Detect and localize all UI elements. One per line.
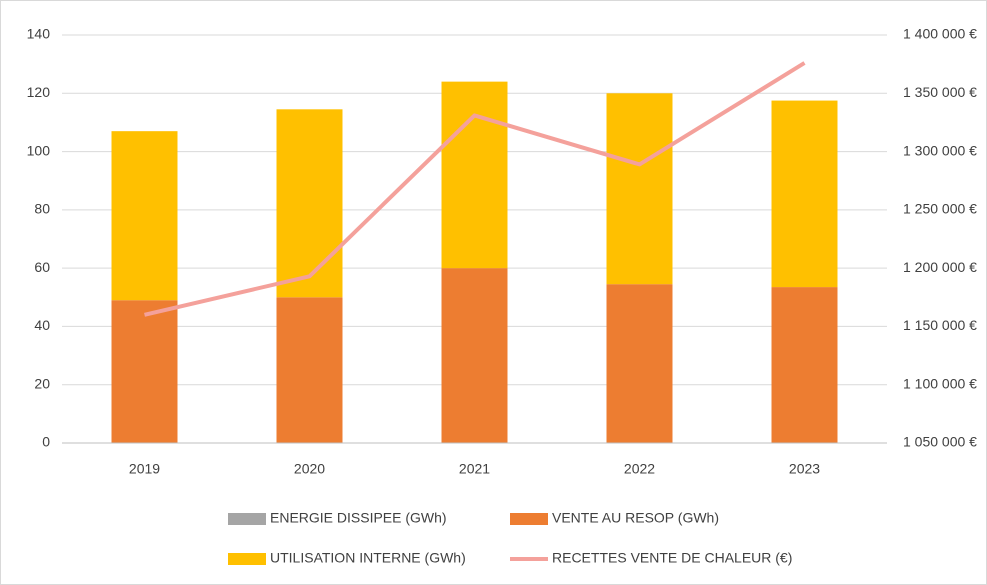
legend-swatch [228,513,266,525]
bar [606,284,673,443]
y-tick-label: 140 [27,26,51,42]
x-tick-label: 2019 [129,461,160,477]
x-tick-label: 2022 [624,461,655,477]
x-tick-label: 2021 [459,461,490,477]
legend-swatch [228,553,266,565]
bar [111,131,178,301]
x-tick-label: 2020 [294,461,325,477]
y-tick-label: 60 [34,259,50,275]
legend-label: ENERGIE DISSIPEE (GWh) [270,510,447,526]
y-tick-label: 40 [34,317,50,333]
y-tick-label: 100 [27,142,51,158]
y-tick-label: 0 [42,434,50,450]
bar [606,93,673,285]
y2-tick-label: 1 150 000 € [903,317,977,333]
bar [771,287,838,443]
y2-tick-label: 1 200 000 € [903,259,977,275]
bar [111,300,178,443]
y2-tick-label: 1 100 000 € [903,375,977,391]
legend-label: UTILISATION INTERNE (GWh) [270,550,466,566]
y2-tick-label: 1 400 000 € [903,26,977,42]
bar [276,297,343,443]
bar [771,100,838,288]
y-tick-label: 20 [34,375,50,391]
line-series [144,61,806,317]
bar [276,109,343,298]
y-tick-label: 120 [27,84,51,100]
legend-swatch [510,513,548,525]
y2-tick-label: 1 350 000 € [903,84,977,100]
y2-tick-label: 1 050 000 € [903,434,977,450]
x-tick-label: 2023 [789,461,820,477]
legend-label: VENTE AU RESOP (GWh) [552,510,719,526]
y2-tick-label: 1 250 000 € [903,201,977,217]
bar [441,268,508,443]
y2-tick-label: 1 300 000 € [903,142,977,158]
bar [441,81,508,269]
legend-label: RECETTES VENTE DE CHALEUR (€) [552,550,792,566]
y-tick-label: 80 [34,201,50,217]
